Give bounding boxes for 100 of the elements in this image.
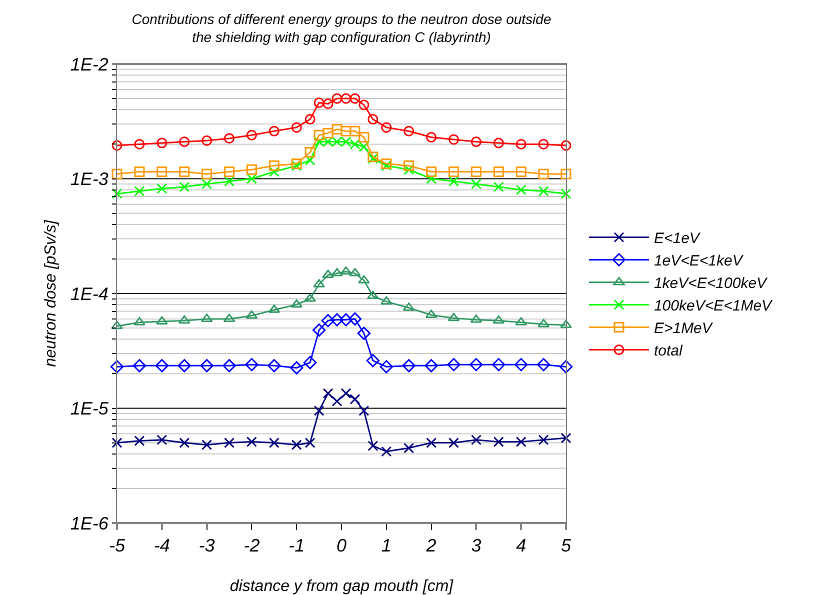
- point: [350, 93, 360, 104]
- point: [448, 312, 460, 322]
- point: [313, 279, 325, 288]
- point: [538, 318, 550, 328]
- x-tick-label: -1: [288, 536, 305, 556]
- point: [493, 138, 504, 148]
- point: [404, 160, 414, 171]
- point: [381, 122, 392, 133]
- x-tick-label: -5: [108, 536, 126, 556]
- legend-label: total: [654, 342, 683, 360]
- point: [448, 176, 459, 187]
- point: [202, 178, 212, 190]
- point: [246, 310, 258, 319]
- point: [268, 166, 280, 178]
- point: [368, 440, 378, 452]
- point: [246, 164, 257, 175]
- point: [246, 130, 257, 140]
- point: [178, 315, 190, 324]
- point: [110, 360, 124, 374]
- point: [492, 315, 505, 324]
- point: [304, 147, 316, 158]
- point: [156, 138, 168, 148]
- point: [348, 312, 362, 326]
- point: [340, 93, 352, 104]
- point: [179, 182, 190, 192]
- point: [366, 354, 380, 368]
- y-tick-label: 1E-4: [70, 284, 108, 304]
- x-tick-label: -4: [154, 536, 170, 556]
- x-tick-label: 1: [381, 536, 392, 556]
- point: [111, 320, 123, 330]
- point: [339, 313, 353, 326]
- point: [303, 356, 317, 370]
- point: [290, 361, 304, 374]
- point: [304, 154, 316, 166]
- point: [516, 184, 526, 196]
- point: [290, 299, 303, 308]
- point: [134, 166, 145, 178]
- point: [447, 358, 460, 372]
- point: [426, 438, 437, 448]
- point: [322, 270, 334, 278]
- point: [134, 186, 145, 196]
- point: [404, 126, 414, 136]
- legend-label: 1keV<E<100keV: [654, 275, 769, 292]
- point: [156, 183, 168, 194]
- point: [314, 406, 324, 416]
- point: [538, 186, 549, 196]
- point: [155, 359, 168, 372]
- point: [340, 126, 352, 136]
- point: [516, 166, 526, 178]
- legend-label: 100keV<E<1MeV: [654, 298, 774, 315]
- point: [381, 446, 392, 457]
- point: [322, 128, 334, 138]
- point: [330, 313, 344, 326]
- point: [178, 359, 191, 372]
- point: [514, 358, 528, 372]
- point: [426, 166, 437, 178]
- y-axis-title: neutron dose [pSv/s]: [42, 220, 60, 367]
- point: [179, 438, 190, 448]
- point: [268, 160, 280, 171]
- x-tick-label: 2: [425, 536, 436, 556]
- point: [321, 314, 335, 328]
- point: [202, 135, 212, 146]
- chart-title: Contributions of different energy groups to the neutron dose outside the shielding with gap configuration C (labyrinth): [132, 10, 552, 45]
- legend-label: E<1eV: [654, 230, 702, 248]
- point: [156, 316, 168, 325]
- point: [246, 174, 257, 184]
- point: [380, 360, 393, 374]
- point: [426, 132, 437, 142]
- point: [493, 166, 504, 178]
- point: [492, 358, 506, 372]
- point: [304, 438, 316, 448]
- point: [470, 166, 482, 178]
- point: [358, 406, 370, 416]
- point: [493, 436, 504, 448]
- point: [112, 188, 122, 200]
- point: [268, 438, 280, 448]
- point: [350, 126, 360, 136]
- point: [358, 100, 370, 110]
- point: [368, 114, 378, 124]
- point: [332, 93, 342, 104]
- x-tick-label: 0: [336, 536, 347, 556]
- x-axis-title: distance y from gap mouth [cm]: [230, 578, 454, 595]
- point: [493, 182, 504, 192]
- point: [202, 440, 212, 450]
- point: [222, 359, 236, 372]
- point: [179, 166, 190, 178]
- point: [224, 166, 234, 178]
- point: [560, 140, 572, 151]
- point: [314, 130, 324, 140]
- point: [402, 359, 416, 372]
- y-tick-label: 1E-6: [70, 513, 110, 534]
- point: [516, 138, 526, 150]
- point: [224, 133, 234, 144]
- point: [350, 394, 360, 404]
- x-tick-label: 5: [560, 536, 572, 556]
- y-tick-label: 1E-3: [70, 169, 108, 190]
- point: [132, 359, 146, 372]
- point: [332, 396, 342, 407]
- point: [560, 168, 572, 180]
- legend-label: E>1MeV: [654, 320, 714, 338]
